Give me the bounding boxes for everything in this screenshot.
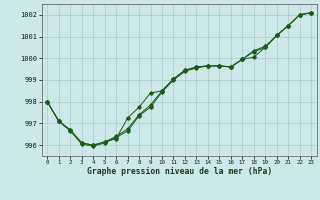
X-axis label: Graphe pression niveau de la mer (hPa): Graphe pression niveau de la mer (hPa): [87, 167, 272, 176]
